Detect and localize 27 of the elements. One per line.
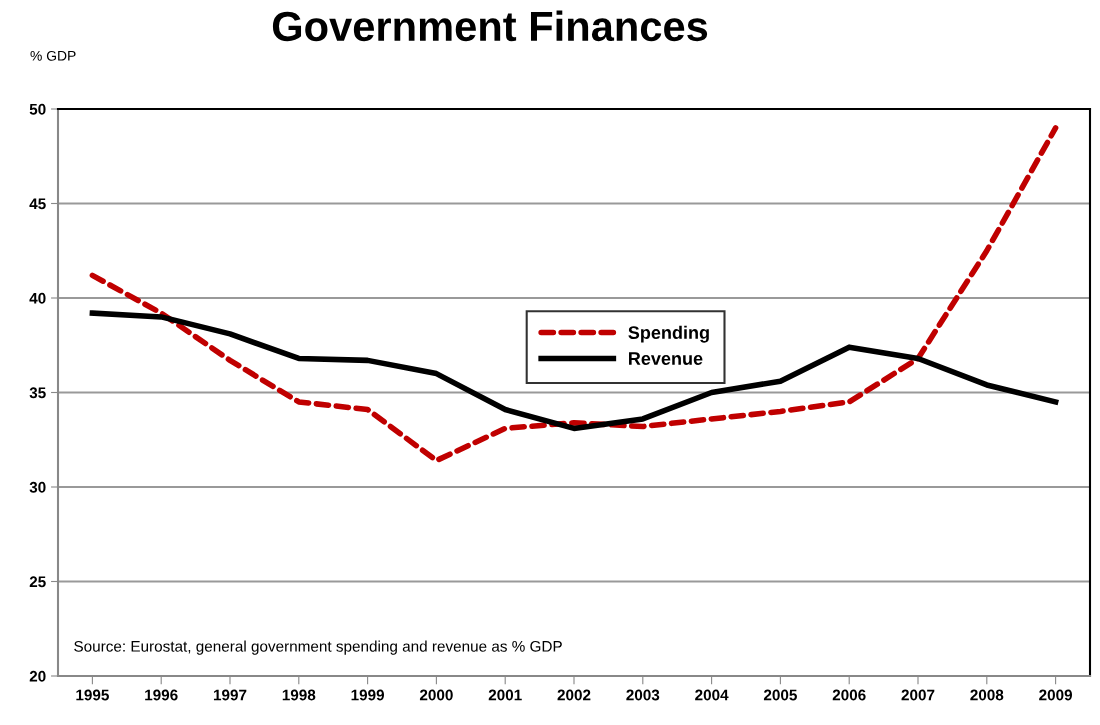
x-tick-label: 2002 bbox=[557, 689, 591, 701]
y-tick-label: 30 bbox=[29, 481, 46, 493]
x-tick-label: 2005 bbox=[763, 689, 797, 701]
y-tick-label: 50 bbox=[29, 103, 46, 115]
chart-title: Government Finances bbox=[272, 10, 708, 42]
x-tick-label: 1998 bbox=[282, 689, 316, 701]
y-tick-label: 20 bbox=[29, 670, 46, 682]
y-tick-label: 25 bbox=[29, 576, 46, 588]
y-tick-label: 45 bbox=[29, 198, 46, 210]
x-tick-label: 2000 bbox=[419, 689, 453, 701]
x-tick-label: 2004 bbox=[695, 689, 729, 701]
x-tick-label: 2003 bbox=[626, 689, 660, 701]
y-tick-label: 40 bbox=[29, 292, 46, 304]
y-axis-title: % GDP bbox=[30, 50, 76, 61]
x-tick-label: 2001 bbox=[488, 689, 522, 701]
x-tick-label: 2008 bbox=[970, 689, 1004, 701]
x-tick-label: 2006 bbox=[832, 689, 866, 701]
legend-label: Spending bbox=[628, 325, 709, 343]
x-tick-label: 1997 bbox=[213, 689, 247, 701]
x-tick-label: 1999 bbox=[351, 689, 385, 701]
y-tick-label: 35 bbox=[29, 387, 46, 399]
x-tick-label: 2009 bbox=[1039, 689, 1073, 701]
x-tick-label: 1995 bbox=[76, 689, 109, 701]
x-tick-label: 1996 bbox=[145, 689, 178, 701]
legend-label: Revenue bbox=[629, 352, 703, 365]
x-tick-label: 2007 bbox=[901, 689, 935, 701]
annotation: Source: Eurostat, general government spending and revenue as % GDP bbox=[74, 640, 562, 655]
